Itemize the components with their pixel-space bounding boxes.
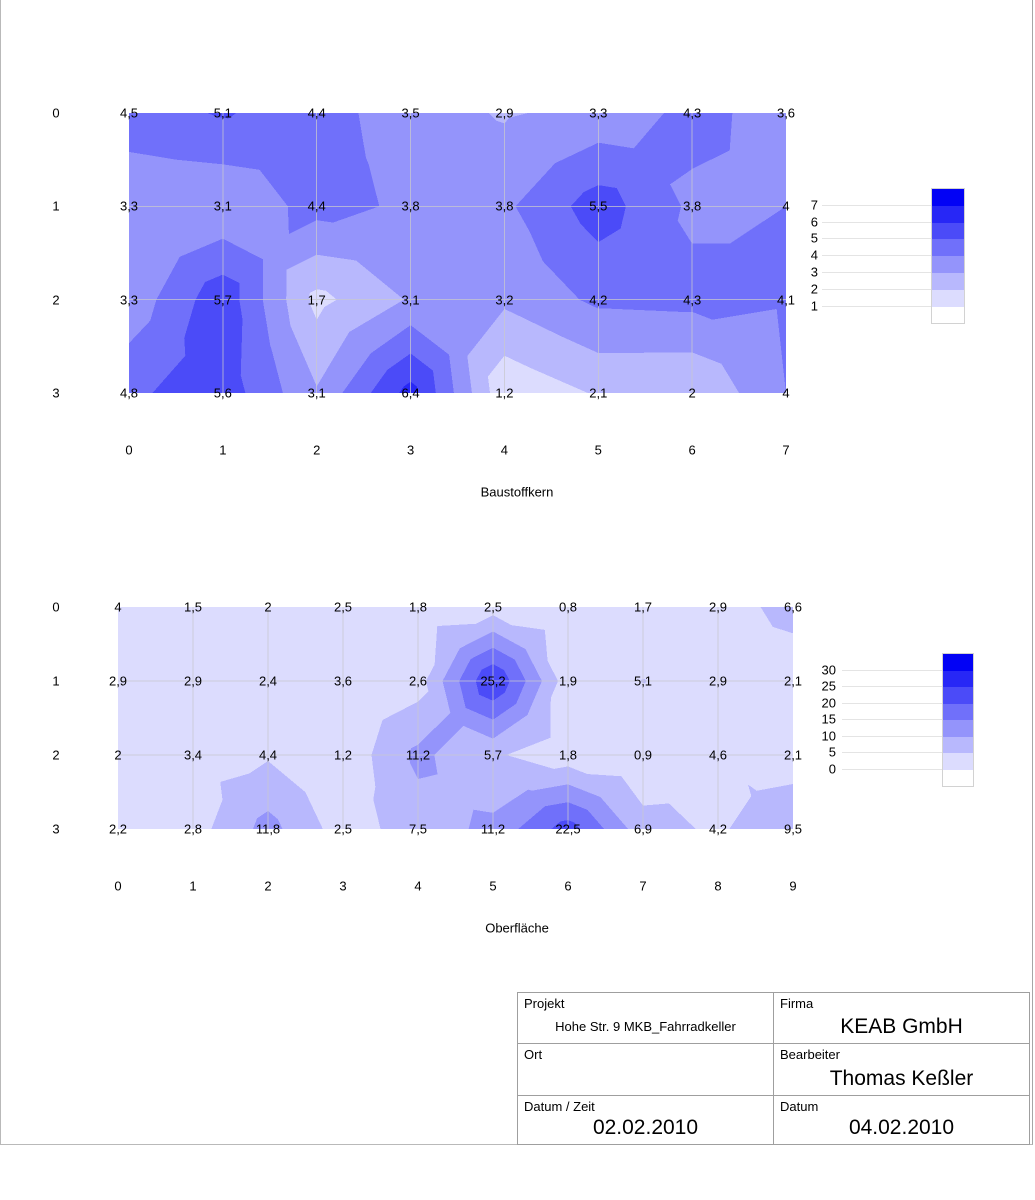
info-cell-datum: Datum 04.02.2010: [774, 1096, 1029, 1144]
cell-value: 04.02.2010: [848, 1116, 955, 1139]
project-info-table: Projekt Hohe Str. 9 MKB_Fahrradkeller Fi…: [517, 992, 1030, 1145]
cell-value: KEAB GmbH: [840, 1015, 963, 1038]
cell-label: Datum: [780, 1099, 819, 1114]
cell-label: Ort: [524, 1047, 543, 1062]
page-frame: [0, 0, 1033, 1145]
info-cell-ort: Ort: [518, 1044, 774, 1096]
cell-label: Projekt: [524, 996, 565, 1011]
cell-value: Thomas Keßler: [829, 1067, 974, 1090]
x-axis-title-baustoffkern: Baustoffkern: [480, 484, 554, 500]
cell-label: Firma: [780, 996, 814, 1011]
info-cell-datum-zeit: Datum / Zeit 02.02.2010: [518, 1096, 774, 1144]
cell-value: Hohe Str. 9 MKB_Fahrradkeller: [555, 1019, 736, 1034]
info-cell-firma: Firma KEAB GmbH: [774, 993, 1029, 1044]
cell-label: Datum / Zeit: [524, 1099, 595, 1114]
info-cell-projekt: Projekt Hohe Str. 9 MKB_Fahrradkeller: [518, 993, 774, 1044]
x-axis-title-oberflaeche: Oberfläche: [485, 920, 549, 936]
info-cell-bearbeiter: Bearbeiter Thomas Keßler: [774, 1044, 1029, 1096]
cell-value: 02.02.2010: [592, 1116, 699, 1139]
cell-label: Bearbeiter: [780, 1047, 840, 1062]
